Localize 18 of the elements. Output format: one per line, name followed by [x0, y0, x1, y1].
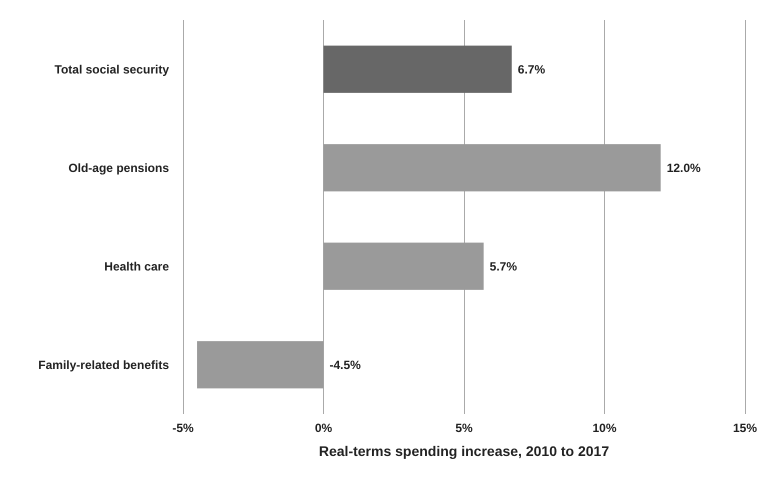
- y-tick-label: Family-related benefits: [38, 358, 170, 372]
- y-tick-label: Health care: [104, 259, 170, 274]
- y-tick-label: Old-age pensions: [68, 160, 170, 175]
- bar: [324, 46, 512, 93]
- x-tick-label: 15%: [732, 421, 758, 435]
- x-tick-label: -5%: [172, 421, 194, 435]
- x-tick-label: 10%: [592, 421, 617, 435]
- bar: [324, 144, 661, 192]
- x-tick-label: 0%: [314, 421, 332, 435]
- x-tick-label: 5%: [455, 421, 473, 435]
- y-tick-label: Total social security: [54, 62, 170, 76]
- data-label: 12.0%: [666, 160, 702, 175]
- bar: [197, 341, 324, 388]
- data-label: 5.7%: [490, 259, 518, 274]
- data-label: 6.7%: [518, 62, 546, 76]
- data-label: -4.5%: [330, 358, 362, 372]
- x-axis-title: Real-terms spending increase, 2010 to 2017: [318, 443, 610, 459]
- bar: [324, 242, 484, 290]
